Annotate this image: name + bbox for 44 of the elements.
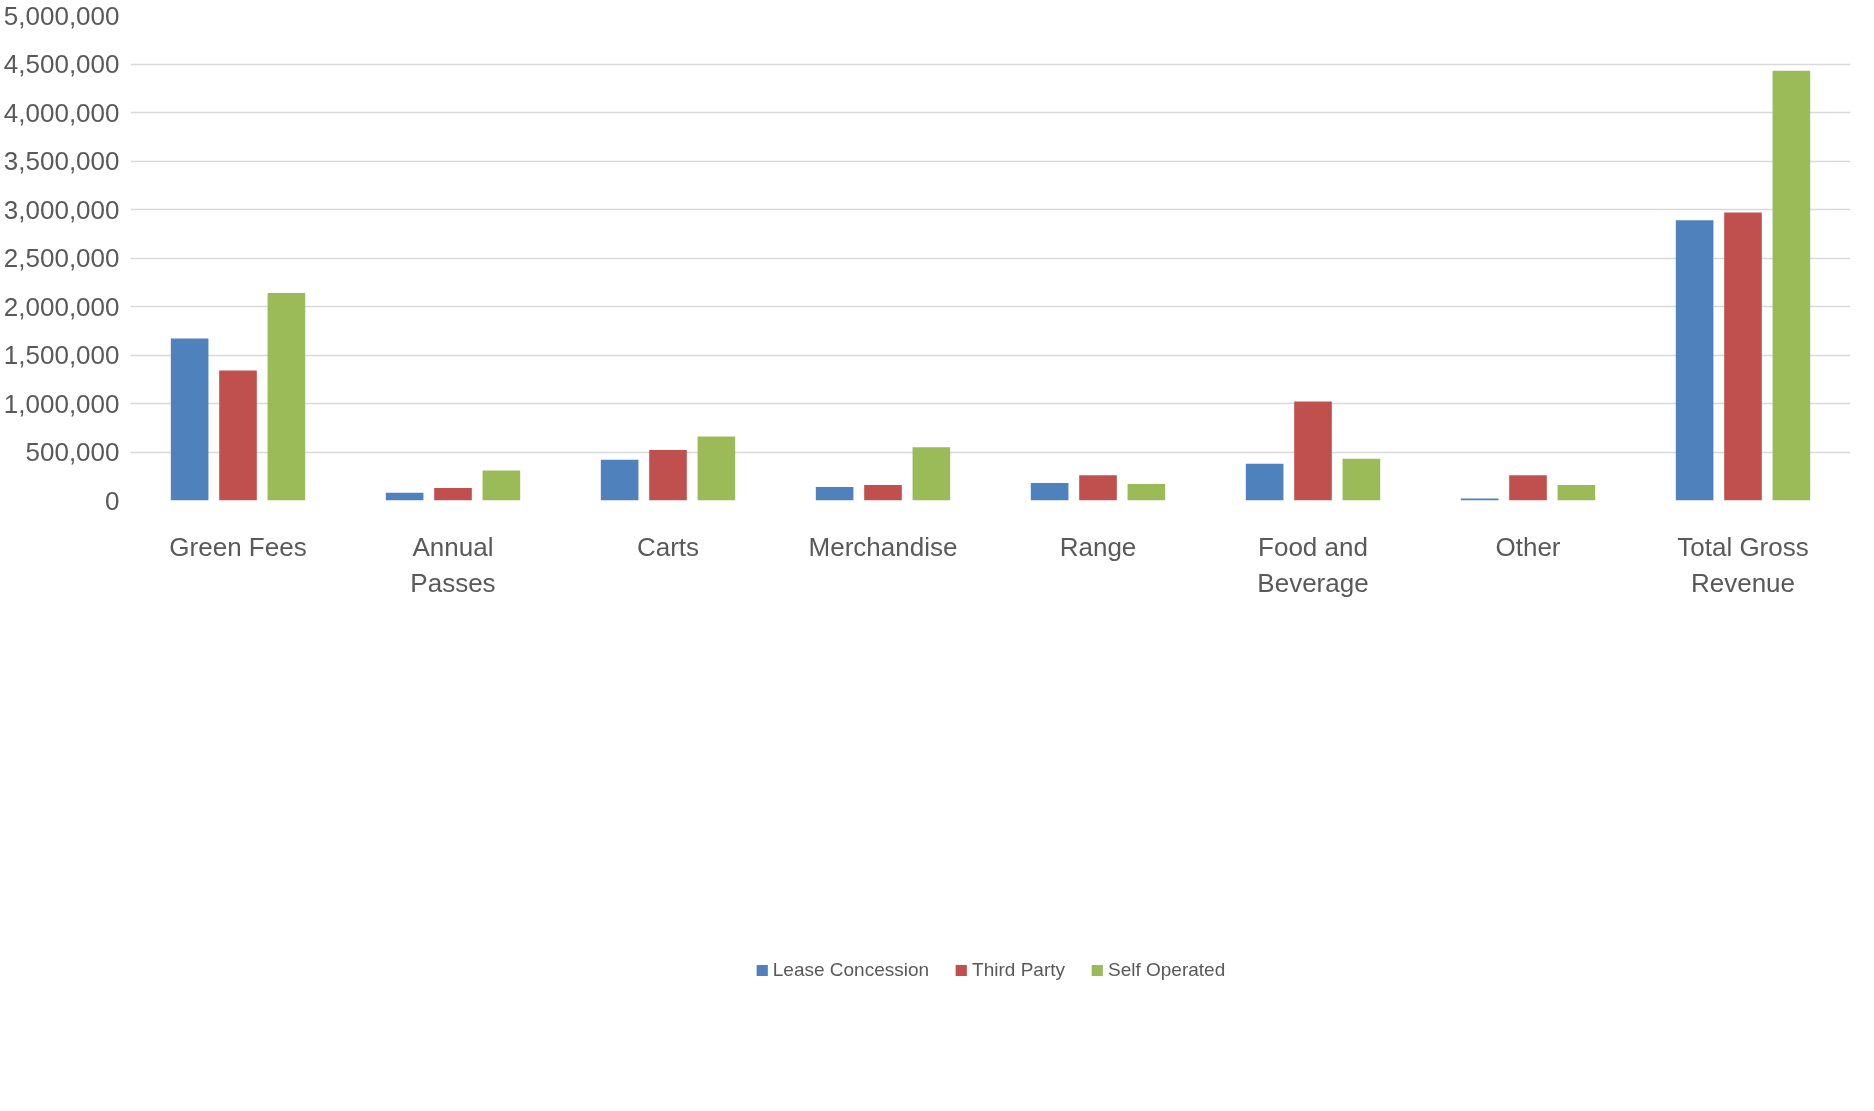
x-tick-label: Total Gross Revenue — [1677, 531, 1809, 598]
bar — [912, 447, 951, 501]
bar — [1294, 401, 1332, 501]
legend-label: Lease Concession — [772, 958, 930, 981]
bar — [1127, 484, 1166, 501]
y-tick-label: 1,000,000 — [3, 388, 120, 419]
y-tick-label: 1,500,000 — [3, 340, 120, 370]
x-tick-label: Green Fees — [169, 531, 307, 562]
bar — [1675, 220, 1714, 501]
x-tick-label: Range — [1059, 531, 1137, 562]
bar — [1772, 70, 1811, 501]
bar — [815, 486, 854, 501]
bar — [1079, 475, 1117, 501]
y-tick-label: 3,000,000 — [3, 194, 120, 225]
legend-label: Self Operated — [1108, 958, 1226, 981]
y-tick-label: 4,000,000 — [3, 97, 120, 128]
bar — [219, 370, 257, 501]
x-tick-label: Carts — [636, 531, 700, 562]
y-tick-label: 5,000,000 — [3, 0, 120, 31]
bar — [1030, 483, 1069, 501]
bar — [267, 292, 306, 501]
x-tick-label: Merchandise — [808, 531, 958, 562]
bar — [1342, 458, 1381, 501]
y-tick-label: 2,000,000 — [3, 291, 120, 322]
bar — [864, 484, 902, 501]
y-tick-label: 0 — [105, 485, 120, 516]
bar — [600, 459, 639, 501]
bar — [1509, 475, 1547, 501]
bar — [170, 338, 209, 501]
x-tick-label: Other — [1495, 531, 1561, 562]
x-tick-label: Annual Passes — [410, 531, 496, 598]
bar — [482, 470, 521, 501]
bar — [1724, 212, 1762, 501]
y-tick-label: 4,500,000 — [3, 49, 120, 79]
bar — [649, 450, 687, 501]
bar — [697, 436, 736, 501]
bar — [1557, 484, 1596, 501]
y-tick-label: 500,000 — [25, 437, 120, 467]
y-tick-label: 3,500,000 — [3, 146, 120, 176]
bar — [434, 487, 472, 501]
bar — [1245, 463, 1284, 501]
legend-label: Third Party — [972, 958, 1065, 981]
x-tick-label: Food and Beverage — [1257, 531, 1369, 598]
y-tick-label: 2,500,000 — [3, 243, 120, 273]
